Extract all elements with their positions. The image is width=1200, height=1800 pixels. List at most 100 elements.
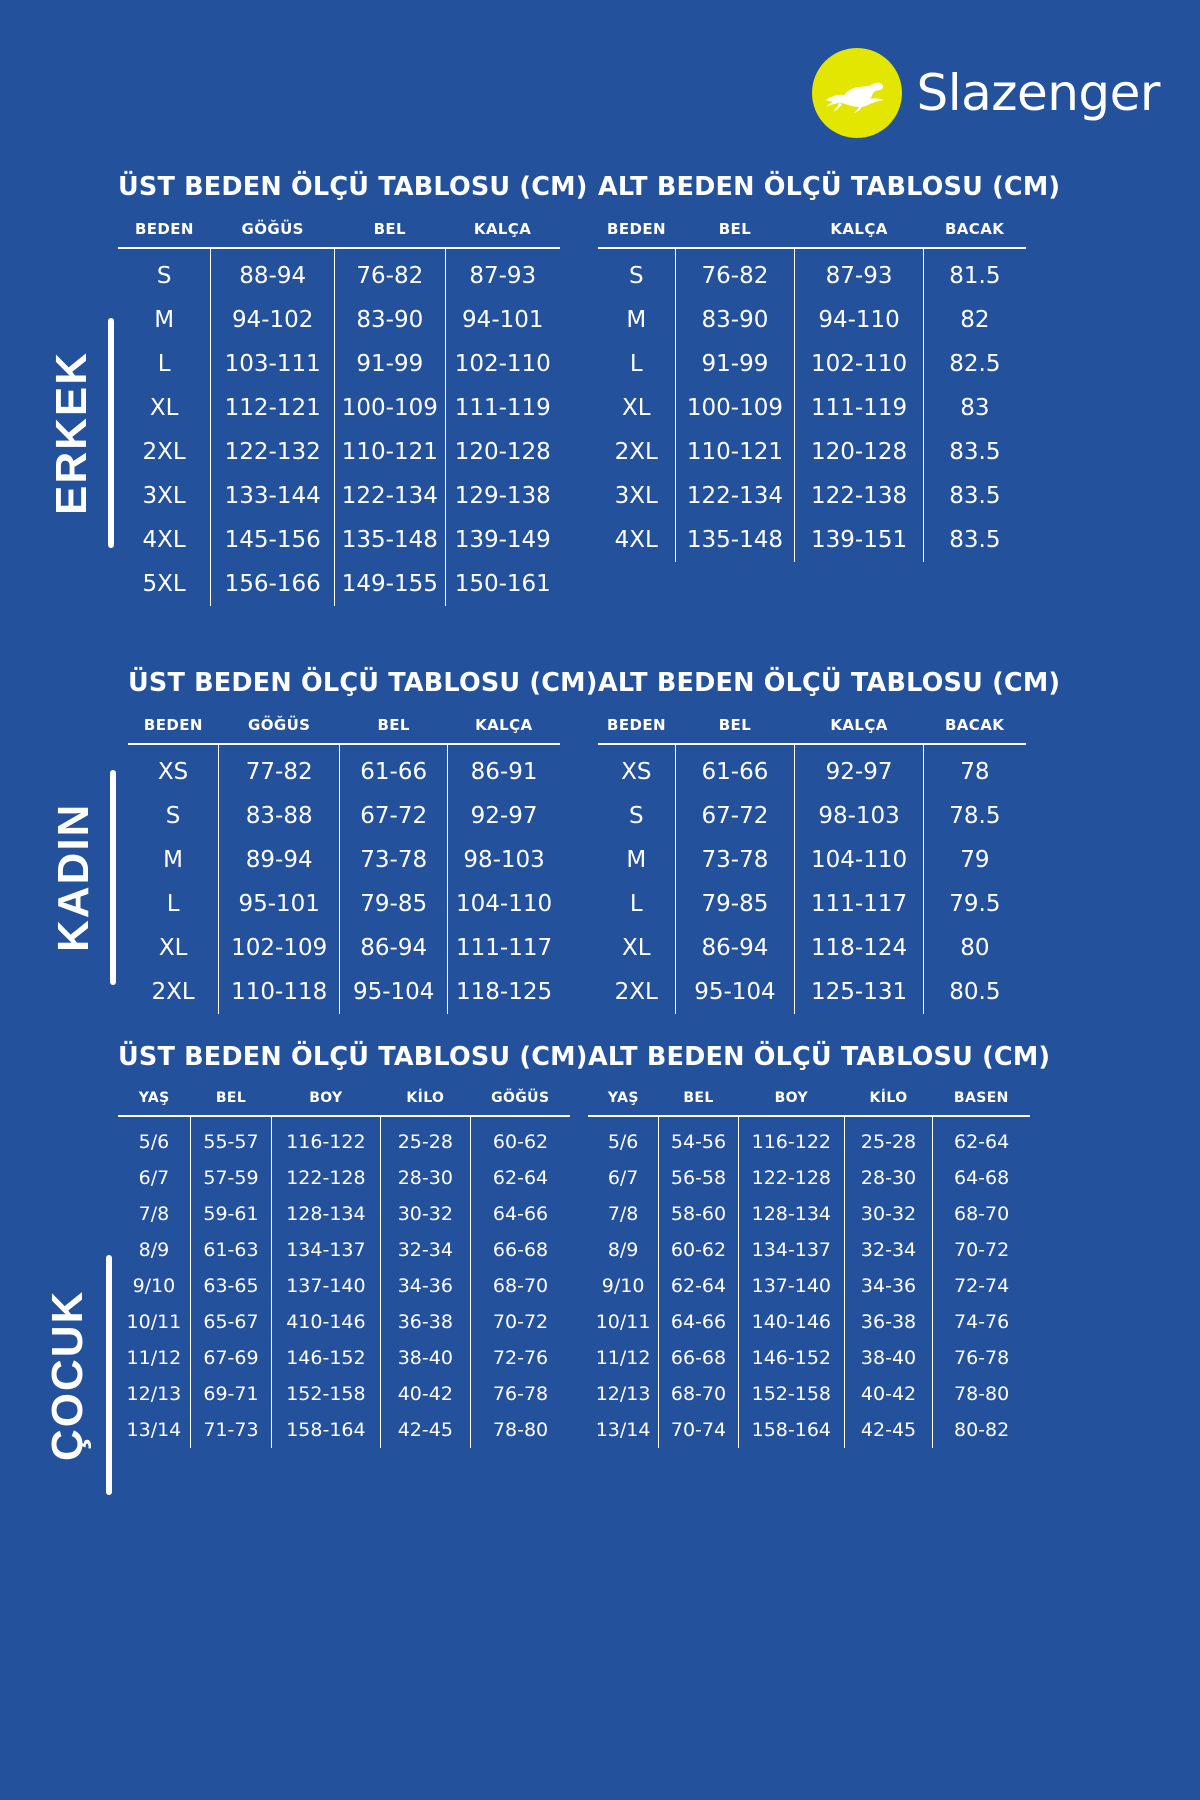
table-row: 4XL 145-156 135-148 139-149 — [118, 518, 560, 562]
table-row: M 73-78 104-110 79 — [598, 838, 1026, 882]
measurement-cell: 139-149 — [444, 518, 560, 562]
size-cell: 6/7 — [607, 1167, 639, 1189]
column-header: BEL — [334, 220, 446, 249]
size-cell: 2XL — [142, 439, 186, 465]
measurement-cell: 88-94 — [210, 248, 335, 298]
size-cell: L — [629, 891, 643, 917]
measurement-cell: 68-70 — [470, 1268, 570, 1304]
measurement-cell: 73-78 — [674, 838, 795, 882]
table-header-row: BEDEN BEL KALÇA BACAK — [598, 716, 1026, 745]
measurement-cell: 145-156 — [210, 518, 335, 562]
size-cell: S — [628, 803, 644, 829]
table-row: 4XL 135-148 139-151 83.5 — [598, 518, 1026, 562]
table-body: 5/6 55-57 116-122 25-28 60-62 6/7 57-59 122-128… — [118, 1116, 570, 1448]
measurement-cell: 40-42 — [379, 1376, 471, 1412]
measurement-cell: 79 — [922, 838, 1026, 882]
measurement-cell: 66-68 — [470, 1232, 570, 1268]
measurement-cell: 67-69 — [189, 1340, 272, 1376]
measurement-cell: 83-90 — [674, 298, 795, 342]
measurement-cell: 30-32 — [379, 1196, 471, 1232]
size-cell: M — [163, 847, 184, 873]
table-kids-lower: ALT BEDEN ÖLÇÜ TABLOSU (CM) YAŞ BEL BOY KİL… — [588, 1042, 1050, 1448]
measurement-cell: 83-90 — [334, 298, 446, 342]
size-cell: L — [166, 891, 180, 917]
column-header: BASEN — [932, 1090, 1030, 1117]
measurement-cell: 134-137 — [737, 1232, 845, 1268]
measurement-cell: 67-72 — [339, 794, 448, 838]
measurement-cell: 76-78 — [470, 1376, 570, 1412]
measurement-cell: 70-72 — [470, 1304, 570, 1340]
measurement-cell: 102-109 — [218, 926, 340, 970]
column-header: BACAK — [923, 716, 1026, 745]
measurement-cell: 158-164 — [737, 1412, 845, 1448]
size-cell: 3XL — [142, 483, 186, 509]
measurement-cell: 95-104 — [339, 970, 448, 1014]
table-body: S 88-94 76-82 87-93 M 94-102 83-90 94-101 L 103-1… — [118, 248, 560, 606]
table-header-row: BEDEN GÖĞÜS BEL KALÇA — [128, 716, 560, 745]
measurement-cell: 104-110 — [447, 882, 560, 926]
measurement-cell: 40-42 — [843, 1376, 933, 1412]
table-row: 13/14 70-74 158-164 42-45 80-82 — [588, 1412, 1030, 1448]
measurement-cell: 129-138 — [444, 474, 560, 518]
measurement-cell: 158-164 — [271, 1412, 381, 1448]
measurement-cell: 62-64 — [658, 1268, 739, 1304]
size-cell: XS — [621, 759, 652, 785]
size-cell: S — [156, 263, 172, 289]
measurement-cell: 65-67 — [189, 1304, 272, 1340]
measurement-cell: 34-36 — [843, 1268, 933, 1304]
size-cell: 9/10 — [132, 1275, 176, 1297]
measurement-cell: 28-30 — [843, 1160, 933, 1196]
measurement-cell: 122-132 — [210, 430, 335, 474]
column-header: BEL — [658, 1090, 739, 1117]
measurement-cell: 78.5 — [922, 794, 1026, 838]
measurement-cell: 81.5 — [922, 248, 1026, 298]
size-cell: 5/6 — [138, 1131, 170, 1153]
measurement-cell: 135-148 — [674, 518, 795, 562]
measurement-cell: 32-34 — [379, 1232, 471, 1268]
table-row: M 94-102 83-90 94-101 — [118, 298, 560, 342]
measurement-cell: 83 — [922, 386, 1026, 430]
column-header: KİLO — [380, 1090, 471, 1117]
measurement-cell: 74-76 — [932, 1304, 1030, 1340]
size-cell: 4XL — [142, 527, 186, 553]
measurement-cell: 128-134 — [271, 1196, 381, 1232]
size-cell: 7/8 — [607, 1203, 639, 1225]
size-cell: 5XL — [142, 571, 186, 597]
table-row: 8/9 61-63 134-137 32-34 66-68 — [118, 1232, 570, 1268]
measurement-cell: 80 — [922, 926, 1026, 970]
measurement-cell: 122-138 — [794, 474, 924, 518]
measurement-cell: 140-146 — [737, 1304, 845, 1340]
column-header: BEDEN — [118, 220, 211, 249]
size-cell: 2XL — [151, 979, 195, 1005]
measurement-cell: 79-85 — [339, 882, 448, 926]
measurement-cell: 36-38 — [379, 1304, 471, 1340]
measurement-cell: 62-64 — [470, 1160, 570, 1196]
measurement-cell: 56-58 — [658, 1160, 739, 1196]
measurement-cell: 98-103 — [447, 838, 560, 882]
measurement-cell: 82 — [922, 298, 1026, 342]
table-row: L 91-99 102-110 82.5 — [598, 342, 1026, 386]
size-table: BEDEN BEL KALÇA BACAK XS 61-66 92-97 78 S 67-72 9… — [598, 716, 1026, 1014]
column-header: BEL — [675, 716, 795, 745]
size-table: YAŞ BEL BOY KİLO GÖĞÜS 5/6 55-57 116-122 25-28 6… — [118, 1090, 570, 1448]
measurement-cell: 152-158 — [737, 1376, 845, 1412]
size-cell: 5/6 — [607, 1131, 639, 1153]
measurement-cell: 122-128 — [271, 1160, 381, 1196]
table-header-row: YAŞ BEL BOY KİLO GÖĞÜS — [118, 1090, 570, 1117]
size-cell: L — [157, 351, 171, 377]
measurement-cell: 58-60 — [658, 1196, 739, 1232]
measurement-cell: 25-28 — [843, 1116, 933, 1160]
measurement-cell: 120-128 — [794, 430, 924, 474]
table-row: 3XL 133-144 122-134 129-138 — [118, 474, 560, 518]
table-men-lower: ALT BEDEN ÖLÇÜ TABLOSU (CM) BEDEN BEL KALÇ… — [598, 172, 1060, 562]
size-cell: M — [154, 307, 175, 333]
measurement-cell: 61-63 — [189, 1232, 272, 1268]
measurement-cell: 72-76 — [470, 1340, 570, 1376]
table-header-row: BEDEN BEL KALÇA BACAK — [598, 220, 1026, 249]
measurement-cell: 111-119 — [444, 386, 560, 430]
measurement-cell: 120-128 — [444, 430, 560, 474]
table-row: 10/11 64-66 140-146 36-38 74-76 — [588, 1304, 1030, 1340]
table-title: ÜST BEDEN ÖLÇÜ TABLOSU (CM) — [128, 668, 598, 698]
size-cell: 10/11 — [126, 1311, 182, 1333]
